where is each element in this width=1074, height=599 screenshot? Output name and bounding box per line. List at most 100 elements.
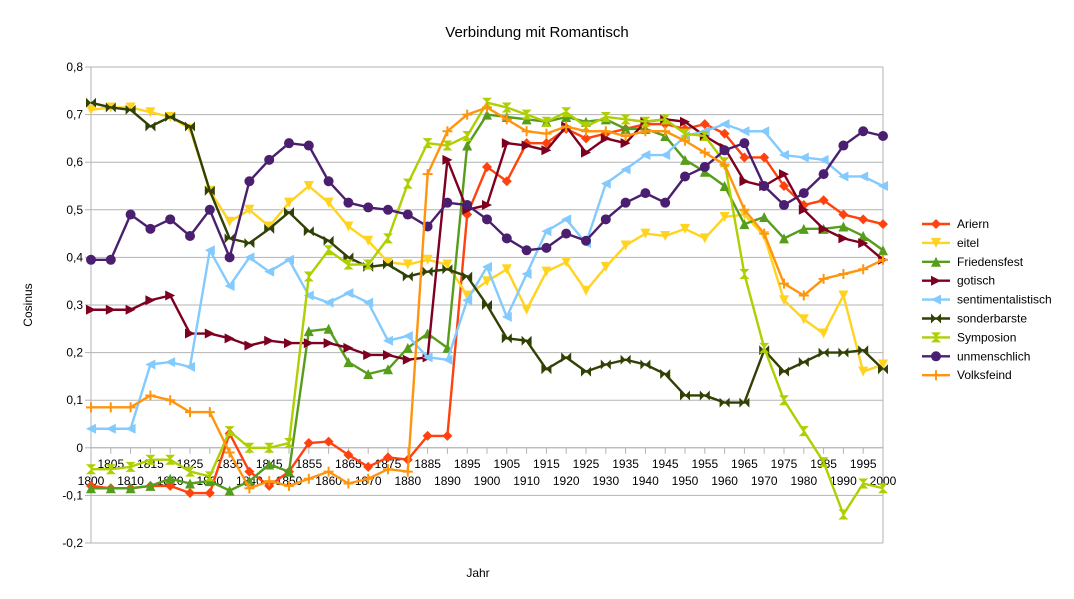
data-point-gotisch bbox=[798, 204, 809, 215]
data-point-sonderbarste bbox=[779, 366, 789, 377]
data-point-sentimentalistisch bbox=[284, 254, 294, 265]
legend-label-symposion: Symposion bbox=[957, 330, 1016, 344]
data-point-sentimentalistisch bbox=[165, 357, 176, 368]
data-point-sonderbarste bbox=[699, 390, 710, 401]
legend-item-ariern: Ariern bbox=[922, 217, 989, 231]
data-point-sonderbarste bbox=[640, 359, 651, 370]
x-tick-label: 1910 bbox=[513, 474, 540, 488]
data-point-gotisch bbox=[185, 328, 195, 339]
data-point-eitel bbox=[343, 221, 354, 232]
data-point-volksfeind bbox=[165, 395, 176, 406]
data-point-eitel bbox=[600, 261, 611, 272]
x-tick-label: 1965 bbox=[731, 457, 758, 471]
data-point-symposion bbox=[125, 461, 136, 472]
x-tick-label: 2000 bbox=[870, 474, 897, 488]
data-point-volksfeind bbox=[402, 466, 413, 477]
chart-title: Verbindung mit Romantisch bbox=[445, 24, 628, 41]
legend-item-volksfeind: Volksfeind bbox=[922, 368, 1012, 382]
data-point-volksfeind bbox=[343, 478, 354, 489]
data-point-volksfeind bbox=[185, 407, 195, 418]
data-point-gotisch bbox=[264, 335, 275, 346]
data-point-friedensfest bbox=[739, 219, 750, 230]
data-point-ariern bbox=[501, 176, 512, 187]
x-axis-title: Jahr bbox=[466, 566, 489, 580]
data-point-unmenschlich bbox=[779, 200, 789, 211]
data-point-sentimentalistisch bbox=[145, 359, 156, 370]
legend-marker-symposion bbox=[931, 332, 941, 343]
data-point-unmenschlich bbox=[501, 233, 512, 244]
data-point-sonderbarste bbox=[165, 111, 176, 122]
data-point-unmenschlich bbox=[86, 254, 96, 265]
data-point-ariern bbox=[759, 152, 770, 163]
data-point-sentimentalistisch bbox=[86, 423, 96, 434]
data-point-ariern bbox=[204, 488, 215, 499]
data-point-symposion bbox=[759, 342, 770, 353]
data-point-unmenschlich bbox=[125, 209, 136, 220]
data-point-unmenschlich bbox=[798, 188, 809, 199]
data-point-sentimentalistisch bbox=[561, 214, 572, 225]
data-point-friedensfest bbox=[719, 181, 730, 191]
y-tick-label: 0,7 bbox=[66, 108, 83, 122]
data-point-volksfeind bbox=[858, 264, 869, 275]
data-point-volksfeind bbox=[620, 131, 631, 142]
data-point-volksfeind bbox=[878, 254, 888, 265]
data-point-volksfeind bbox=[86, 402, 96, 413]
data-point-symposion bbox=[86, 464, 96, 475]
data-point-unmenschlich bbox=[699, 161, 710, 172]
data-point-sonderbarste bbox=[284, 207, 294, 218]
data-point-sonderbarste bbox=[739, 397, 750, 408]
data-point-eitel bbox=[858, 366, 869, 377]
data-point-gotisch bbox=[818, 223, 829, 234]
data-point-symposion bbox=[501, 102, 512, 113]
data-point-volksfeind bbox=[739, 204, 750, 215]
data-point-ariern bbox=[838, 209, 849, 220]
data-point-unmenschlich bbox=[600, 214, 611, 225]
data-point-volksfeind bbox=[660, 126, 671, 137]
data-point-unmenschlich bbox=[284, 138, 294, 149]
data-point-unmenschlich bbox=[581, 235, 591, 246]
data-point-unmenschlich bbox=[719, 145, 730, 156]
data-point-sentimentalistisch bbox=[442, 354, 453, 365]
data-point-gotisch bbox=[383, 349, 393, 360]
data-point-symposion bbox=[284, 438, 294, 449]
data-point-symposion bbox=[303, 271, 314, 282]
data-point-gotisch bbox=[442, 154, 453, 165]
data-point-unmenschlich bbox=[739, 138, 750, 149]
data-point-sonderbarste bbox=[402, 271, 413, 282]
data-point-sonderbarste bbox=[244, 238, 255, 249]
data-point-volksfeind bbox=[244, 483, 255, 494]
data-point-gotisch bbox=[779, 169, 789, 180]
data-point-eitel bbox=[818, 328, 829, 339]
data-point-symposion bbox=[660, 114, 671, 125]
data-point-volksfeind bbox=[442, 126, 453, 137]
data-point-gotisch bbox=[224, 333, 235, 344]
data-point-sonderbarste bbox=[600, 359, 611, 370]
legend-marker-unmenschlich bbox=[931, 351, 941, 362]
data-point-volksfeind bbox=[600, 126, 611, 137]
data-point-symposion bbox=[462, 131, 473, 142]
data-point-sentimentalistisch bbox=[303, 290, 314, 301]
data-point-gotisch bbox=[541, 145, 552, 156]
data-point-sentimentalistisch bbox=[422, 352, 433, 363]
data-point-symposion bbox=[343, 259, 354, 270]
data-point-eitel bbox=[699, 233, 710, 244]
data-point-symposion bbox=[363, 259, 374, 270]
data-point-volksfeind bbox=[264, 476, 275, 487]
data-point-gotisch bbox=[284, 338, 294, 349]
data-point-sentimentalistisch bbox=[541, 226, 552, 237]
data-point-symposion bbox=[878, 483, 888, 494]
data-point-unmenschlich bbox=[818, 169, 829, 180]
data-point-friedensfest bbox=[343, 357, 354, 368]
data-point-volksfeind bbox=[422, 169, 433, 180]
series-volksfeind bbox=[86, 102, 888, 494]
data-point-unmenschlich bbox=[185, 230, 195, 241]
data-point-friedensfest bbox=[363, 369, 374, 380]
data-point-gotisch bbox=[343, 342, 354, 353]
data-point-sentimentalistisch bbox=[224, 280, 235, 291]
data-point-sentimentalistisch bbox=[779, 150, 789, 161]
data-point-gotisch bbox=[620, 138, 631, 149]
x-tick-label: 1900 bbox=[474, 474, 501, 488]
data-point-unmenschlich bbox=[660, 197, 671, 208]
data-point-sentimentalistisch bbox=[462, 295, 473, 306]
